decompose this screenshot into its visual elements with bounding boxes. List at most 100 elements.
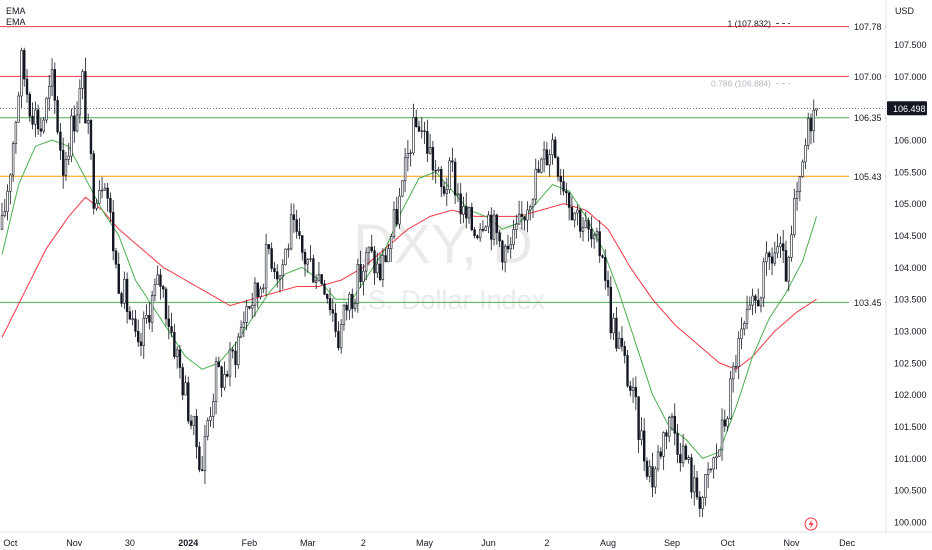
- candle-body-3: [9, 174, 12, 192]
- time-tick-5: Mar: [300, 538, 316, 548]
- candle-body-114: [317, 274, 321, 282]
- candle-body-288: [801, 161, 804, 177]
- time-tick-0: Oct: [3, 538, 18, 548]
- candle-body-5: [14, 121, 18, 144]
- ema-fast-line: [1, 139, 817, 459]
- candle-body-64: [178, 349, 182, 368]
- candle-body-253: [704, 474, 707, 499]
- candle-body-14: [39, 128, 43, 132]
- candle-body-9: [25, 78, 29, 95]
- candle-body-96: [267, 244, 271, 249]
- candle-body-99: [276, 271, 279, 280]
- candle-body-29: [81, 71, 84, 89]
- time-tick-14: Dec: [839, 538, 856, 548]
- candle-body-233: [648, 466, 651, 477]
- candle-body-208: [579, 209, 582, 232]
- last-price-tag-text: 106.498: [893, 104, 926, 114]
- candle-body-221: [615, 317, 618, 349]
- candle-body-52: [145, 315, 148, 319]
- candle-body-7: [20, 50, 23, 97]
- last-price-tag: 106.498: [887, 101, 927, 116]
- candle-body-98: [273, 268, 276, 273]
- candle-body-180: [501, 240, 504, 263]
- candle-body-54: [150, 295, 154, 323]
- candle-body-46: [128, 311, 132, 320]
- price-tick-11: 105.500: [894, 167, 927, 177]
- candle-body-87: [242, 322, 246, 328]
- candle-body-161: [448, 160, 451, 191]
- candle-body-71: [198, 446, 201, 471]
- candle-body-286: [795, 191, 799, 199]
- level-tag-bg-4: [849, 295, 885, 310]
- candle-body-75: [209, 416, 212, 421]
- candle-body-133: [370, 246, 373, 251]
- candle-body-117: [326, 293, 329, 299]
- candle-body-141: [392, 209, 396, 237]
- horizontal-levels: [0, 26, 886, 303]
- fib-label-0: 1 (107.832): [728, 18, 772, 28]
- candle-body-249: [693, 477, 696, 493]
- time-tick-12: Oct: [721, 538, 736, 548]
- candle-body-264: [734, 366, 738, 368]
- candle-body-232: [645, 460, 649, 477]
- price-axis-ticks: 100.000 100.500 101.000 101.500 102.000 102.5…: [894, 40, 927, 528]
- price-tick-4: 102.000: [894, 390, 927, 400]
- time-tick-6: 2: [361, 538, 366, 548]
- level-tag-bg-0: [849, 19, 885, 34]
- candle-body-132: [367, 246, 371, 254]
- candle-body-259: [720, 419, 724, 451]
- candle-body-214: [595, 231, 599, 236]
- candle-body-131: [364, 252, 368, 272]
- candle-body-91: [253, 282, 257, 306]
- candle-body-188: [523, 216, 526, 221]
- candle-body-49: [137, 330, 140, 343]
- candle-body-56: [156, 274, 159, 285]
- candle-body-108: [301, 235, 304, 253]
- candle-body-244: [679, 454, 682, 464]
- price-tick-15: 107.500: [894, 40, 927, 50]
- candle-body-145: [403, 157, 407, 182]
- candle-body-110: [306, 259, 309, 265]
- candle-body-127: [353, 303, 357, 309]
- candle-body-30: [84, 71, 87, 124]
- lightning-bolt-icon[interactable]: [804, 517, 818, 531]
- candle-body-100: [278, 275, 282, 280]
- candle-body-93: [259, 288, 262, 297]
- candle-body-291: [809, 118, 813, 132]
- candle-body-168: [467, 207, 471, 219]
- candle-body-293: [815, 107, 818, 111]
- candle-body-223: [620, 338, 624, 347]
- candle-body-171: [476, 235, 479, 239]
- candle-body-20: [56, 99, 59, 133]
- candle-body-124: [345, 304, 348, 311]
- time-tick-7: May: [416, 538, 434, 548]
- candle-body-220: [612, 317, 615, 334]
- candle-body-27: [75, 114, 79, 132]
- candle-body-35: [98, 189, 101, 204]
- price-axis[interactable]: [886, 0, 932, 532]
- legend-ema-slow[interactable]: EMA: [6, 17, 26, 27]
- candle-body-184: [512, 229, 515, 245]
- candle-body-224: [623, 346, 626, 356]
- candle-body-84: [234, 350, 237, 366]
- last-price-tag-bg: [887, 101, 927, 116]
- legend-ema-fast[interactable]: EMA: [6, 6, 26, 16]
- candle-body-262: [729, 378, 732, 419]
- fibonacci-labels: 1 (107.832) 0.786 (106.884): [711, 18, 790, 89]
- candle-body-174: [484, 226, 487, 231]
- candle-body-158: [440, 169, 443, 187]
- candle-body-212: [590, 228, 593, 240]
- candle-body-289: [804, 144, 807, 163]
- candle-body-173: [481, 228, 485, 231]
- level-price-tags: 107.78 107.00 106.35 105.43 103.45: [849, 19, 885, 310]
- candle-body-43: [120, 293, 123, 304]
- candle-body-198: [551, 139, 554, 156]
- currency-label[interactable]: USD: [895, 6, 915, 16]
- candlesticks: [0, 47, 818, 518]
- candle-body-191: [531, 198, 535, 208]
- candle-body-222: [617, 338, 621, 349]
- candle-body-120: [334, 312, 337, 332]
- candle-body-90: [251, 304, 254, 309]
- candle-body-275: [765, 252, 768, 263]
